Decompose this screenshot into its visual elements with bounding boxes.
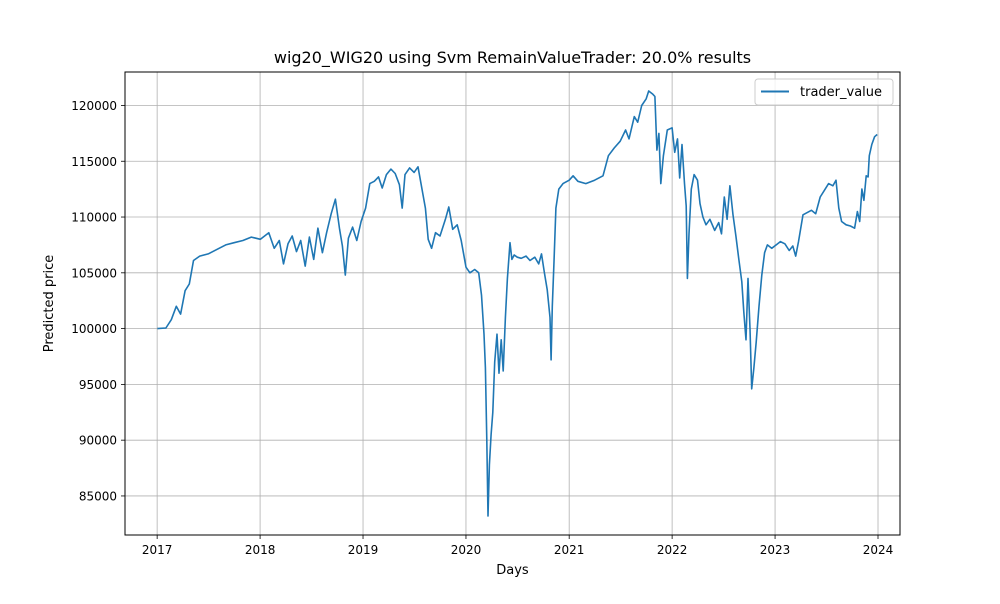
x-axis: 2017 2018 2019 2020 2021 2022 2023 2024	[142, 535, 893, 557]
x-tick-label: 2024	[863, 543, 894, 557]
y-tick-label: 85000	[79, 489, 117, 503]
plot-frame	[124, 71, 901, 536]
x-tick-label: 2017	[142, 543, 173, 557]
legend: trader_value	[754, 78, 894, 106]
legend-box	[754, 78, 894, 106]
legend-label-trader-value: trader_value	[800, 85, 882, 100]
y-tick-label: 95000	[79, 378, 117, 392]
x-tick-label: 2019	[348, 543, 379, 557]
y-axis-label: Predicted price	[42, 255, 57, 353]
x-tick-label: 2022	[657, 543, 688, 557]
series-layer	[157, 90, 878, 517]
chart-title: wig20_WIG20 using Svm RemainValueTrader:…	[274, 48, 751, 68]
y-tick-label: 90000	[79, 434, 117, 448]
series-line-trader_value	[157, 90, 878, 517]
x-tick-label: 2023	[760, 543, 791, 557]
y-axis: 85000 90000 95000 100000 105000 110000 115000 1…	[71, 99, 125, 503]
y-tick-label: 110000	[71, 211, 117, 225]
y-tick-label: 105000	[71, 266, 117, 280]
x-axis-label: Days	[496, 563, 529, 578]
y-tick-label: 115000	[71, 155, 117, 169]
x-tick-label: 2018	[245, 543, 276, 557]
x-tick-label: 2021	[554, 543, 585, 557]
y-tick-label: 120000	[71, 99, 117, 113]
grid	[125, 72, 900, 535]
y-tick-label: 100000	[71, 322, 117, 336]
x-tick-label: 2020	[451, 543, 482, 557]
